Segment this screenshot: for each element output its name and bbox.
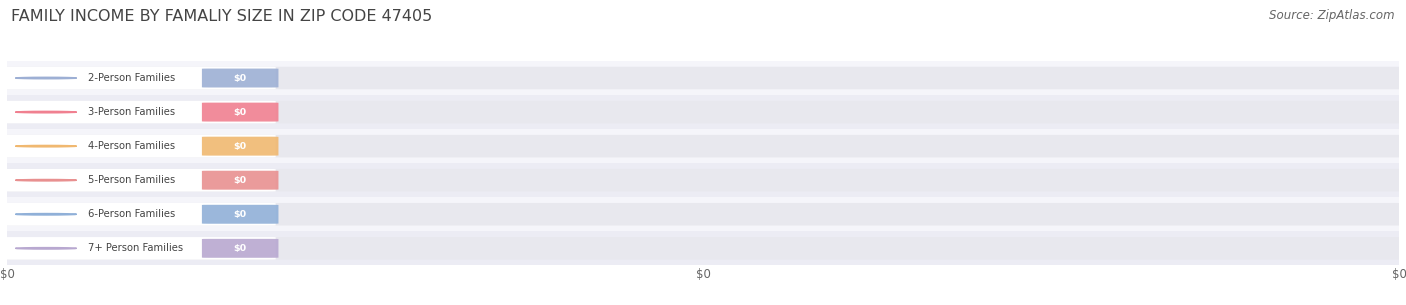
FancyBboxPatch shape [1,135,276,157]
Bar [7,95,1399,129]
Text: $0: $0 [233,142,246,151]
FancyBboxPatch shape [1,203,1405,225]
Text: 5-Person Families: 5-Person Families [87,175,174,185]
Circle shape [15,77,77,79]
Bar [7,61,1399,95]
Text: $0: $0 [233,108,246,117]
FancyBboxPatch shape [202,69,278,88]
FancyBboxPatch shape [202,205,278,224]
FancyBboxPatch shape [202,239,278,258]
Bar [7,129,1399,163]
Text: $0: $0 [233,244,246,253]
Circle shape [15,248,77,249]
Bar [7,163,1399,197]
FancyBboxPatch shape [1,101,1405,123]
Text: 7+ Person Families: 7+ Person Families [87,243,183,253]
Circle shape [15,179,77,181]
FancyBboxPatch shape [1,67,276,89]
Bar [7,197,1399,231]
Text: FAMILY INCOME BY FAMALIY SIZE IN ZIP CODE 47405: FAMILY INCOME BY FAMALIY SIZE IN ZIP COD… [11,9,433,24]
Text: $0: $0 [233,74,246,83]
Circle shape [15,214,77,215]
Text: 2-Person Families: 2-Person Families [87,73,174,83]
Text: $0: $0 [233,176,246,185]
FancyBboxPatch shape [202,137,278,156]
FancyBboxPatch shape [1,237,1405,260]
Text: 3-Person Families: 3-Person Families [87,107,174,117]
Bar [7,231,1399,265]
Text: 4-Person Families: 4-Person Families [87,141,174,151]
FancyBboxPatch shape [1,203,276,225]
FancyBboxPatch shape [1,169,276,192]
Circle shape [15,145,77,147]
FancyBboxPatch shape [202,102,278,122]
Text: 6-Person Families: 6-Person Families [87,209,174,219]
Circle shape [15,111,77,113]
Text: Source: ZipAtlas.com: Source: ZipAtlas.com [1270,9,1395,22]
FancyBboxPatch shape [1,67,1405,89]
FancyBboxPatch shape [202,171,278,190]
FancyBboxPatch shape [1,135,1405,157]
FancyBboxPatch shape [1,237,276,260]
FancyBboxPatch shape [1,169,1405,192]
FancyBboxPatch shape [1,101,276,123]
Text: $0: $0 [233,210,246,219]
